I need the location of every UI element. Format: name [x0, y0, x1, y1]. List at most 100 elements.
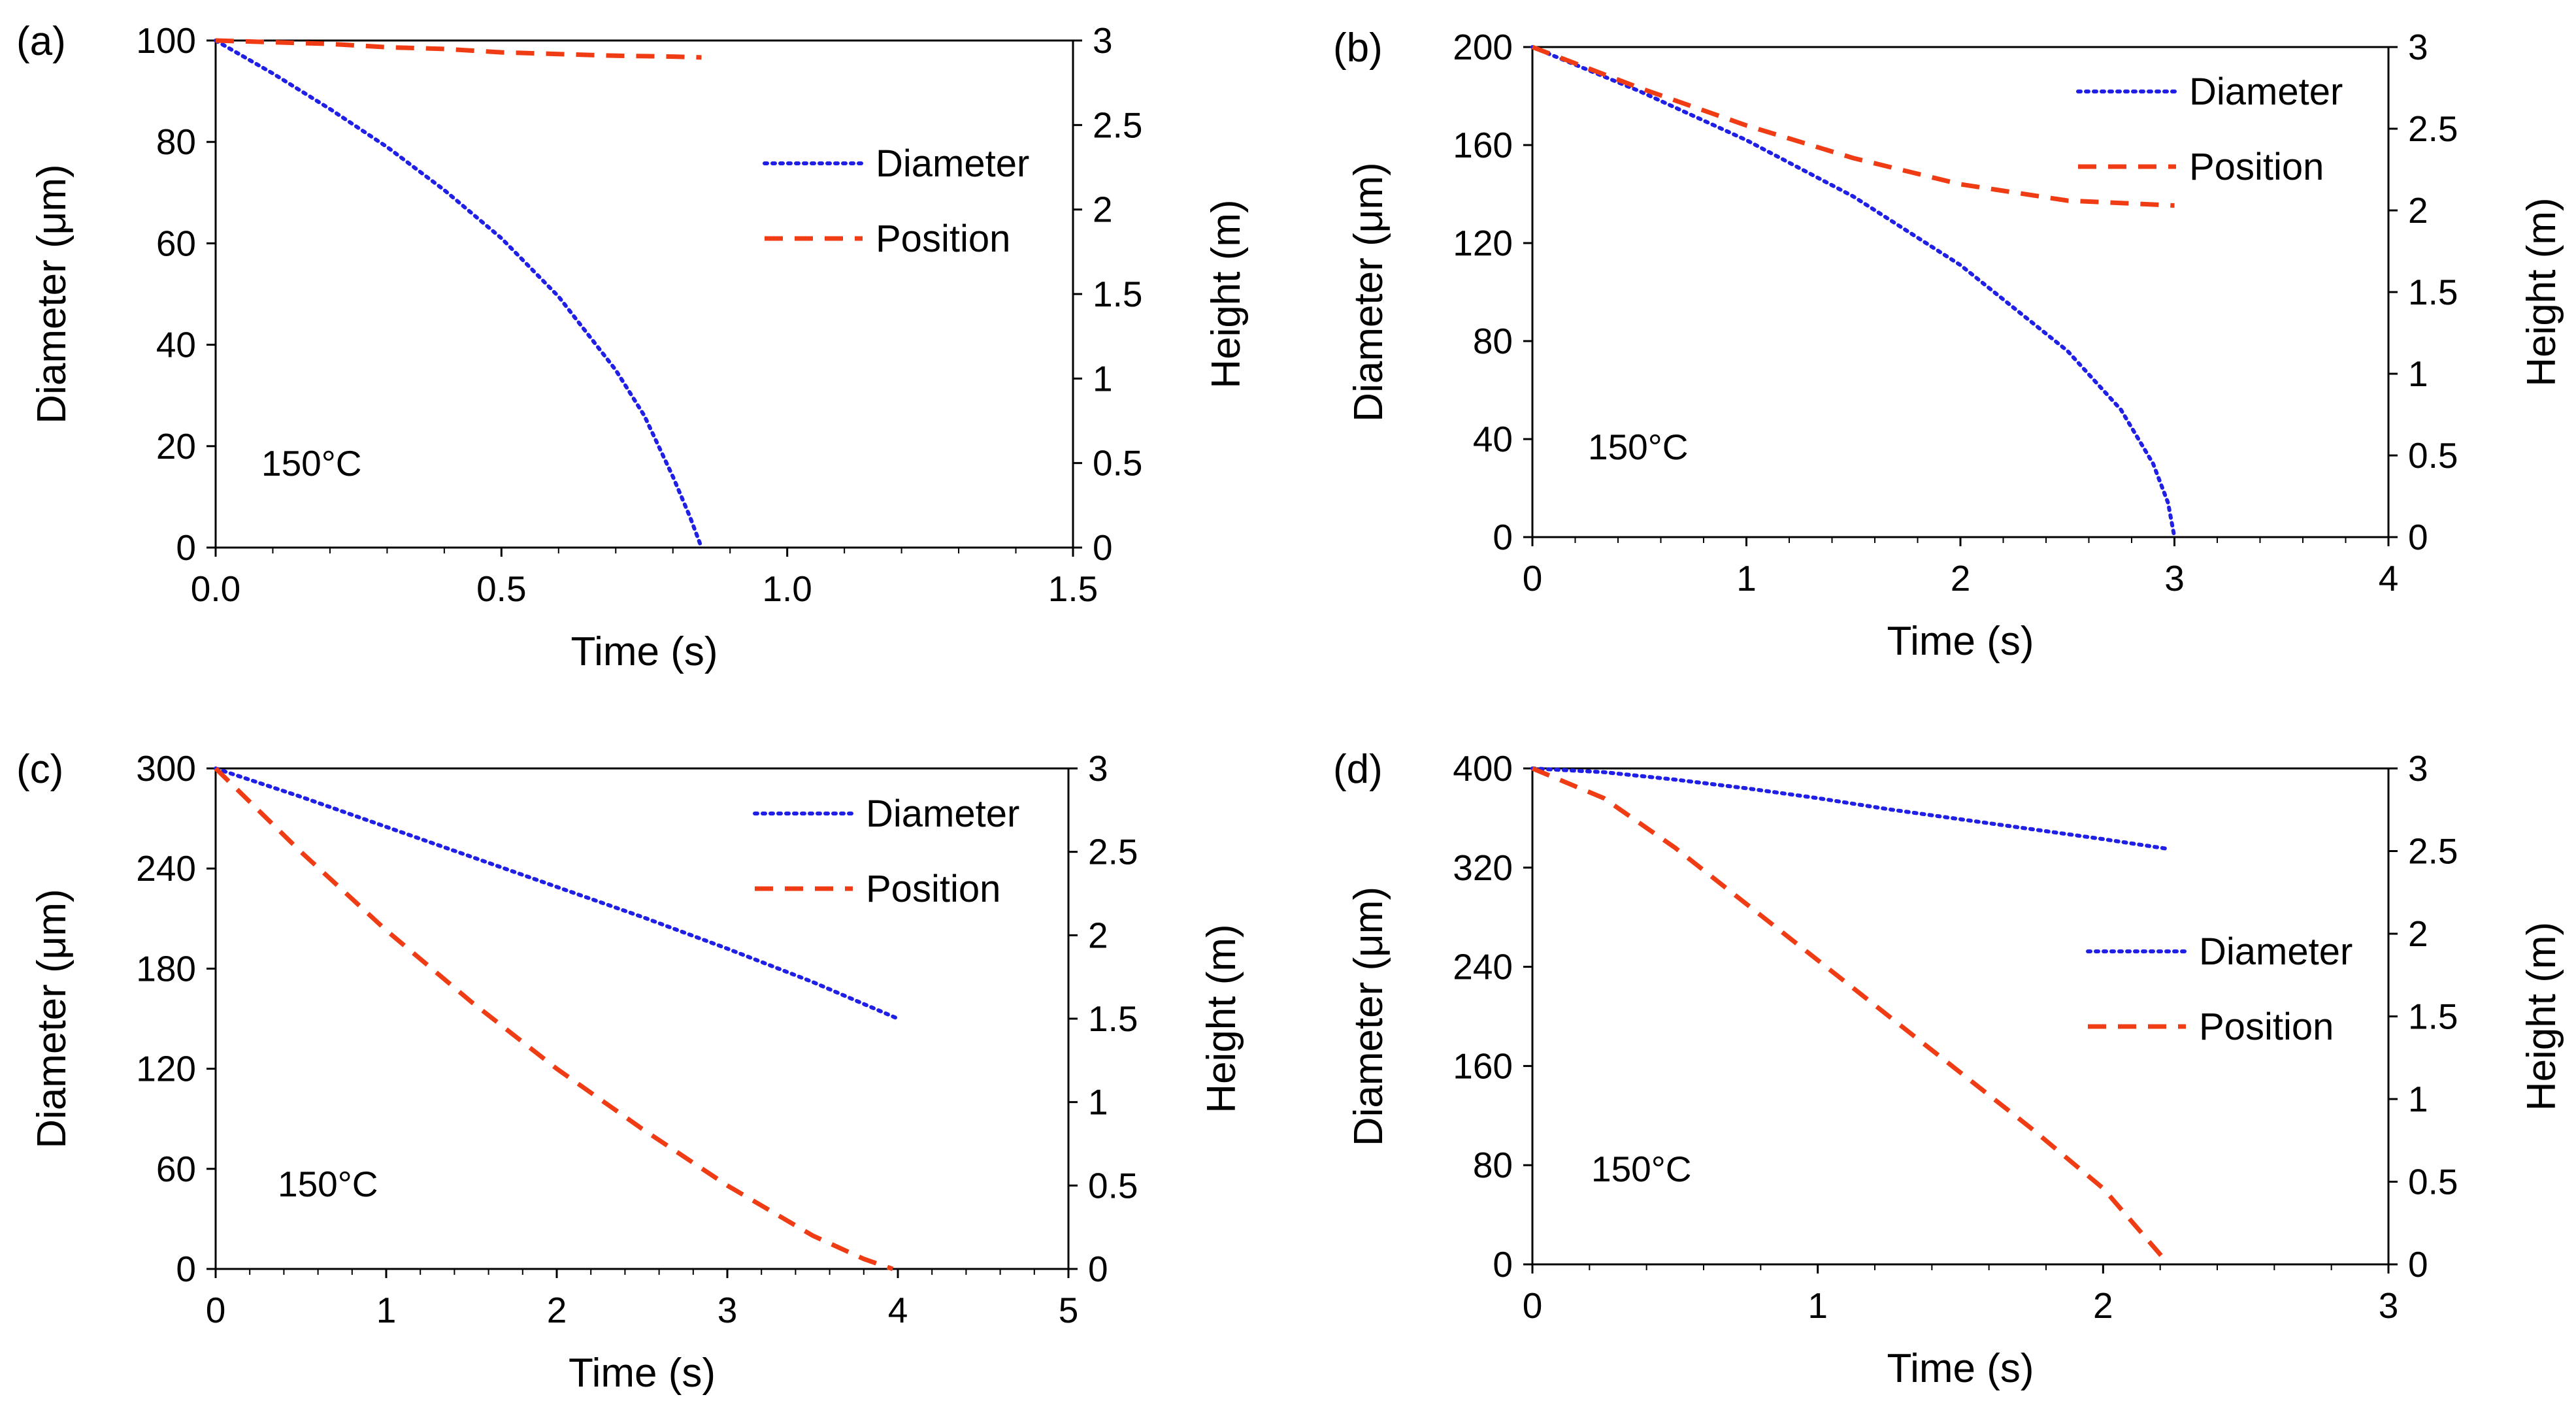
- x-tick-label: 0: [1523, 1285, 1543, 1326]
- x-tick-label: 1: [1808, 1285, 1828, 1326]
- legend-label-diameter: Diameter: [866, 793, 1019, 835]
- chart-panel-a: 0.0 0.5 1.0 1.502040608010000.511.522.53Tim…: [16, 19, 1249, 674]
- temperature-annotation: 150°C: [278, 1164, 378, 1204]
- y2-tick-label: 1.5: [2408, 272, 2458, 312]
- y2-tick-label: 0.5: [1088, 1165, 1138, 1206]
- y2-tick-label: 0: [1093, 527, 1113, 568]
- y-tick-label: 320: [1453, 847, 1513, 888]
- x-tick-label: 3: [2379, 1285, 2399, 1326]
- y-tick-label: 80: [156, 122, 196, 162]
- y-tick-label: 0: [1493, 517, 1513, 557]
- y2-tick-label: 3: [2408, 27, 2428, 67]
- x-tick-label: 4: [888, 1290, 908, 1330]
- x-axis-title: Time (s): [1887, 619, 2034, 664]
- y2-tick-label: 0.5: [1093, 443, 1142, 484]
- y-tick-label: 80: [1473, 321, 1513, 361]
- x-tick-label: 0.5: [476, 568, 526, 609]
- y-tick-label: 0: [176, 527, 196, 568]
- y-tick-label: 160: [1453, 125, 1513, 165]
- y2-tick-label: 1.5: [1093, 274, 1142, 314]
- y-tick-label: 80: [1473, 1145, 1513, 1185]
- y-tick-label: 40: [1473, 419, 1513, 459]
- x-tick-label: 1: [1736, 558, 1757, 599]
- y-axis-title: Diameter (μm): [29, 889, 74, 1148]
- x-tick-label: 1: [376, 1290, 397, 1330]
- y2-tick-label: 0.5: [2408, 1162, 2458, 1202]
- series-line-diameter: [1530, 766, 2171, 851]
- y2-axis-title: Height (m): [1204, 199, 1249, 388]
- y2-tick-label: 2: [2408, 190, 2428, 231]
- y-tick-label: 180: [136, 948, 196, 989]
- y2-tick-label: 2.5: [1093, 105, 1142, 145]
- x-tick-label: 0.0: [191, 568, 240, 609]
- legend-label-diameter: Diameter: [2199, 930, 2353, 973]
- y-tick-label: 0: [176, 1249, 196, 1289]
- y2-tick-label: 1.5: [1088, 998, 1138, 1039]
- x-tick-label: 3: [718, 1290, 738, 1330]
- panel-label: (a): [16, 19, 66, 64]
- y2-tick-label: 2: [2408, 913, 2428, 954]
- temperature-annotation: 150°C: [1588, 427, 1688, 467]
- y2-tick-label: 0: [1088, 1249, 1108, 1289]
- legend-label-diameter: Diameter: [2189, 71, 2343, 113]
- y-tick-label: 0: [1493, 1244, 1513, 1285]
- y2-tick-label: 2.5: [2408, 831, 2458, 872]
- y-axis-title: Diameter (μm): [1346, 887, 1391, 1146]
- y2-tick-label: 0: [2408, 1244, 2428, 1285]
- series-line-position: [215, 38, 702, 60]
- panel-label: (c): [16, 747, 63, 792]
- x-tick-label: 5: [1059, 1290, 1079, 1330]
- panel-label: (d): [1333, 747, 1383, 792]
- y2-tick-label: 1: [2408, 1079, 2428, 1119]
- legend-label-position: Position: [2199, 1006, 2334, 1048]
- y2-tick-label: 0: [2408, 517, 2428, 557]
- series-line-position: [1531, 766, 2171, 1266]
- x-tick-label: 2: [1951, 558, 1971, 599]
- y2-tick-label: 1.5: [2408, 996, 2458, 1037]
- y-axis-title: Diameter (μm): [29, 164, 74, 423]
- y2-axis-title: Height (m): [2519, 922, 2564, 1111]
- y2-tick-label: 3: [2408, 748, 2428, 789]
- y2-tick-label: 1: [1088, 1082, 1108, 1123]
- temperature-annotation: 150°C: [261, 443, 361, 484]
- y-tick-label: 120: [136, 1049, 196, 1089]
- x-axis-title: Time (s): [1887, 1346, 2034, 1391]
- x-tick-label: 0: [1523, 558, 1543, 599]
- y2-tick-label: 3: [1088, 748, 1108, 789]
- legend-label-position: Position: [866, 868, 1000, 910]
- panel-label: (b): [1333, 25, 1383, 71]
- y-tick-label: 300: [136, 748, 196, 789]
- y2-axis-title: Height (m): [2519, 197, 2564, 386]
- series-line-diameter: [1530, 45, 2177, 539]
- x-tick-label: 1.0: [762, 568, 812, 609]
- legend-label-position: Position: [876, 218, 1010, 260]
- y-tick-label: 20: [156, 426, 196, 467]
- legend-label-diameter: Diameter: [876, 142, 1029, 185]
- x-tick-label: 0: [206, 1290, 226, 1330]
- y-tick-label: 60: [156, 223, 196, 263]
- y2-tick-label: 2.5: [1088, 832, 1138, 872]
- y2-tick-label: 2.5: [2408, 108, 2458, 149]
- y2-tick-label: 2: [1088, 915, 1108, 955]
- temperature-annotation: 150°C: [1591, 1149, 1691, 1189]
- y-tick-label: 100: [136, 20, 196, 61]
- y2-tick-label: 2: [1093, 189, 1113, 230]
- series-line-diameter: [214, 766, 900, 1021]
- y-tick-label: 120: [1453, 223, 1513, 263]
- y2-tick-label: 1: [2408, 354, 2428, 394]
- y-tick-label: 160: [1453, 1045, 1513, 1086]
- y2-tick-label: 0.5: [2408, 435, 2458, 476]
- y-tick-label: 240: [1453, 947, 1513, 987]
- y2-tick-label: 1: [1093, 358, 1113, 399]
- x-tick-label: 3: [2164, 558, 2185, 599]
- y-tick-label: 40: [156, 325, 196, 365]
- y-tick-label: 60: [156, 1149, 196, 1189]
- series-line-diameter: [214, 39, 704, 550]
- series-line-position: [214, 766, 894, 1272]
- y2-axis-title: Height (m): [1199, 924, 1244, 1113]
- x-tick-label: 2: [547, 1290, 567, 1330]
